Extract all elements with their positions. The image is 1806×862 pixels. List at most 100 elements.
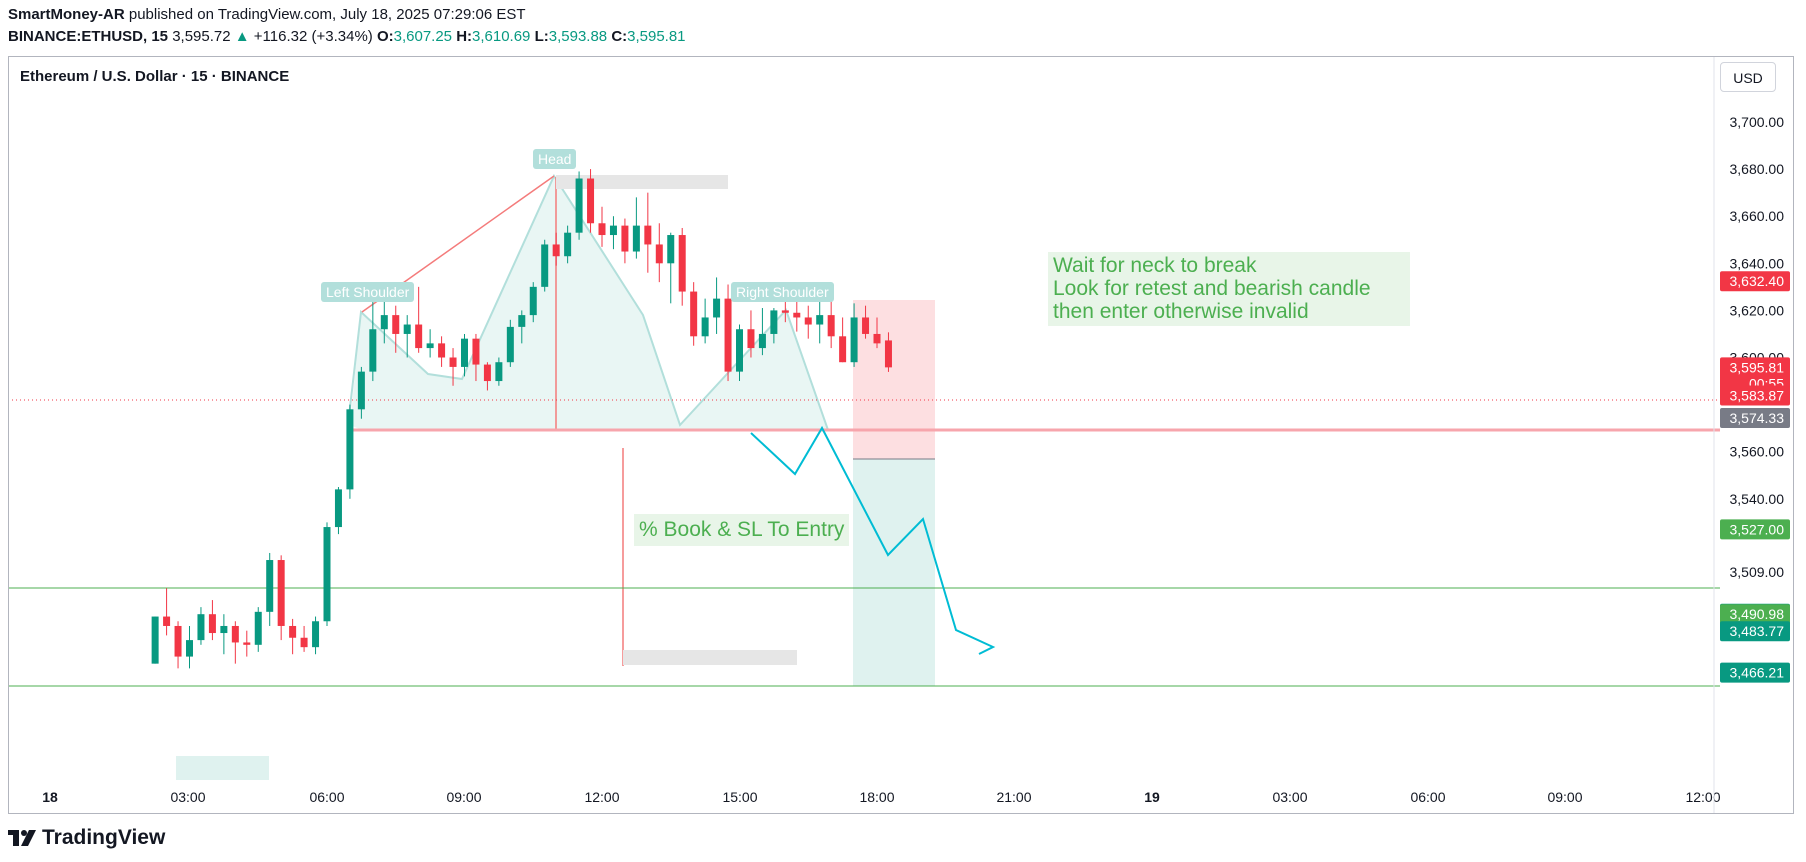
candle (346, 404, 354, 499)
head-marker (556, 175, 728, 189)
high-value: 3,610.69 (472, 28, 531, 45)
candle-body (346, 409, 354, 490)
candle (254, 607, 262, 652)
candle-body (552, 244, 560, 257)
price-tag-box (1720, 357, 1790, 394)
x-tick-label: 18:00 (859, 789, 894, 805)
candle-body (312, 621, 320, 648)
candle-body (254, 611, 262, 645)
candle-body (541, 244, 549, 287)
candle-body (231, 625, 239, 643)
candle-body (667, 235, 675, 264)
candle-body (690, 291, 698, 337)
published-text: published on TradingView.com, July 18, 2… (124, 6, 526, 23)
candle (403, 315, 411, 358)
high-label: H: (456, 28, 473, 45)
demand-zone (176, 756, 269, 780)
candle-body (816, 315, 824, 325)
left-shoulder-label[interactable]: Left Shoulder (321, 282, 415, 302)
candle (300, 625, 308, 652)
price-tag-label: 3,595.81 (1730, 359, 1785, 375)
brand-name: TradingView (42, 826, 166, 849)
candle-body (827, 315, 835, 337)
candle-body (609, 225, 617, 236)
y-tick-label: 3,620.00 (1730, 302, 1785, 318)
price-tag-box (1720, 621, 1790, 642)
candle (220, 614, 228, 655)
candle (289, 618, 297, 655)
price-tag: 3,632.40 (1720, 271, 1790, 292)
close-label: C: (611, 28, 628, 45)
change-arrow-icon: ▲ (234, 28, 250, 45)
candle-body (598, 223, 606, 236)
candle (197, 607, 205, 645)
candle-body (678, 235, 686, 292)
author-name[interactable]: SmartMoney-AR (8, 6, 125, 23)
candle-body (208, 614, 216, 634)
head-label[interactable]: Head (533, 149, 577, 169)
pattern-fill (350, 176, 828, 430)
candle (564, 225, 572, 264)
low-label: L: (534, 28, 549, 45)
take-profit-note[interactable]: % Book & SL To Entry (634, 514, 850, 546)
candle (644, 192, 652, 273)
candle-body (632, 225, 640, 252)
ticker-line: BINANCE:ETHUSD, 15 3,595.72 ▲ +116.32 (+… (8, 28, 686, 45)
candle-body (495, 362, 503, 382)
candle (151, 616, 159, 664)
candle (483, 362, 491, 391)
note-line: then enter otherwise invalid (1053, 300, 1309, 323)
candle (186, 625, 193, 669)
x-tick-label: 12:00 (1685, 789, 1720, 805)
x-tick-label: 09:00 (1547, 789, 1582, 805)
candle-body (415, 324, 423, 349)
candle-body (575, 178, 583, 233)
candle (701, 298, 709, 344)
open-label: O: (376, 28, 394, 45)
x-tick-label: 06:00 (1410, 789, 1445, 805)
y-tick-label: 3,560.00 (1730, 444, 1785, 460)
candle-body (197, 614, 205, 641)
candle-body (564, 232, 572, 257)
note-line: Wait for neck to break (1053, 254, 1257, 277)
candle-body (873, 333, 881, 344)
candle (587, 169, 595, 233)
candle (655, 223, 663, 283)
strategy-note[interactable]: Wait for neck to break Look for retest a… (1048, 252, 1410, 326)
candle-body (724, 298, 732, 372)
price-tag-box (1720, 604, 1790, 625)
candle (690, 282, 698, 346)
candle-body (174, 625, 182, 657)
candle (506, 319, 514, 367)
candle-body (839, 336, 847, 363)
candle (747, 310, 755, 358)
candle-body (449, 357, 457, 367)
right-shoulder-label[interactable]: Right Shoulder (731, 282, 834, 302)
candle (334, 487, 342, 535)
candle-body (621, 225, 629, 252)
candle (816, 293, 824, 344)
candle-body (277, 560, 285, 626)
y-tick-label: 3,509.00 (1730, 564, 1785, 580)
close-value: 3,595.81 (627, 28, 686, 45)
candle (472, 333, 480, 382)
x-tick-label: 12:00 (584, 789, 619, 805)
price-tag: 3,583.87 (1720, 385, 1790, 406)
candle (632, 197, 640, 259)
candle-body (472, 338, 480, 365)
candle-body (426, 343, 434, 349)
candle-body (747, 329, 755, 349)
candle-body (644, 225, 652, 245)
x-tick-label: 09:00 (446, 789, 481, 805)
candle (884, 332, 892, 372)
candle (495, 357, 503, 386)
candle-body (403, 324, 411, 334)
ticker-symbol: BINANCE:ETHUSD, 15 (8, 28, 169, 45)
candle (827, 298, 835, 349)
candle (804, 305, 812, 339)
price-tag: 3,466.21 (1720, 662, 1790, 683)
currency-button[interactable]: USD (1720, 62, 1776, 92)
tradingview-logo[interactable]: TradingView (8, 826, 165, 850)
candle (609, 216, 617, 250)
